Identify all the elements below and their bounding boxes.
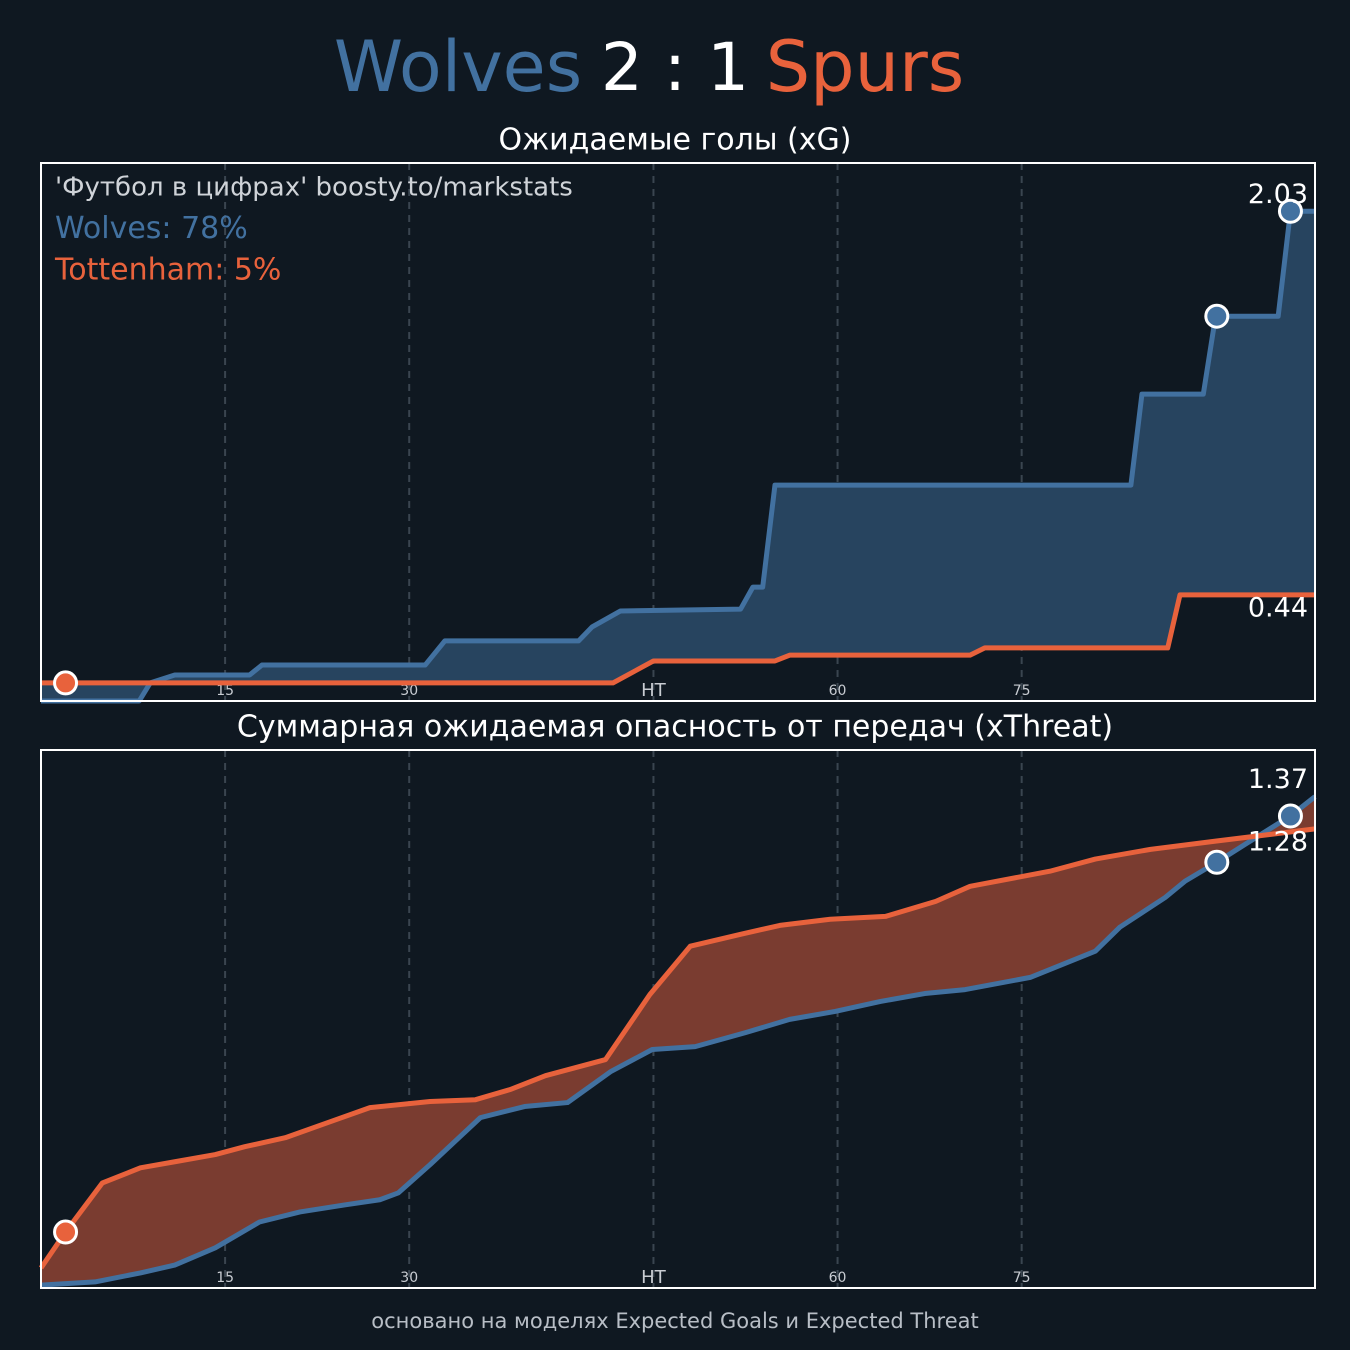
series-line bbox=[41, 592, 1315, 686]
x-tick-label: 15 bbox=[216, 683, 234, 699]
annotation: Tottenham: 5% bbox=[54, 253, 281, 288]
gap-area bbox=[41, 796, 1315, 1286]
gap-area bbox=[41, 211, 1315, 702]
end-value-label: 0.44 bbox=[1248, 592, 1308, 623]
end-value-label: 1.37 bbox=[1248, 764, 1308, 795]
end-value-label: 2.03 bbox=[1248, 179, 1308, 210]
panel-frame bbox=[40, 749, 1316, 1289]
goal-marker bbox=[1204, 303, 1230, 329]
panel-title: Ожидаемые голы (xG) bbox=[499, 123, 852, 158]
panel-title: Суммарная ожидаемая опасность от передач… bbox=[237, 710, 1113, 745]
x-tick-label: HT bbox=[641, 680, 667, 701]
goal-marker bbox=[1204, 849, 1230, 875]
footer: основано на моделях Expected Goals и Exp… bbox=[371, 1309, 978, 1333]
x-tick-label: 30 bbox=[400, 1270, 418, 1286]
home-team: Wolves bbox=[334, 26, 582, 108]
series-line bbox=[41, 208, 1315, 704]
x-tick-label: 75 bbox=[1013, 683, 1031, 699]
annotation: 'Футбол в цифрах' boosty.to/markstats bbox=[55, 173, 573, 203]
annotation: Wolves: 78% bbox=[55, 211, 248, 246]
end-value-label: 1.28 bbox=[1248, 826, 1308, 857]
away-team: Spurs bbox=[766, 26, 964, 108]
series-line bbox=[38, 826, 1316, 1270]
x-tick-label: 30 bbox=[400, 683, 418, 699]
x-tick-label: HT bbox=[641, 1267, 667, 1288]
x-tick-label: 15 bbox=[216, 1270, 234, 1286]
goal-marker bbox=[1277, 198, 1303, 224]
series-line bbox=[40, 794, 1317, 1288]
goal-marker bbox=[1277, 803, 1303, 829]
goal-marker bbox=[53, 1219, 79, 1245]
score: 2 : 1 bbox=[601, 29, 749, 106]
x-tick-label: 60 bbox=[829, 1270, 847, 1286]
x-tick-label: 75 bbox=[1013, 1270, 1031, 1286]
panel-frame bbox=[40, 162, 1316, 702]
goal-marker bbox=[53, 670, 79, 696]
x-tick-label: 60 bbox=[829, 683, 847, 699]
